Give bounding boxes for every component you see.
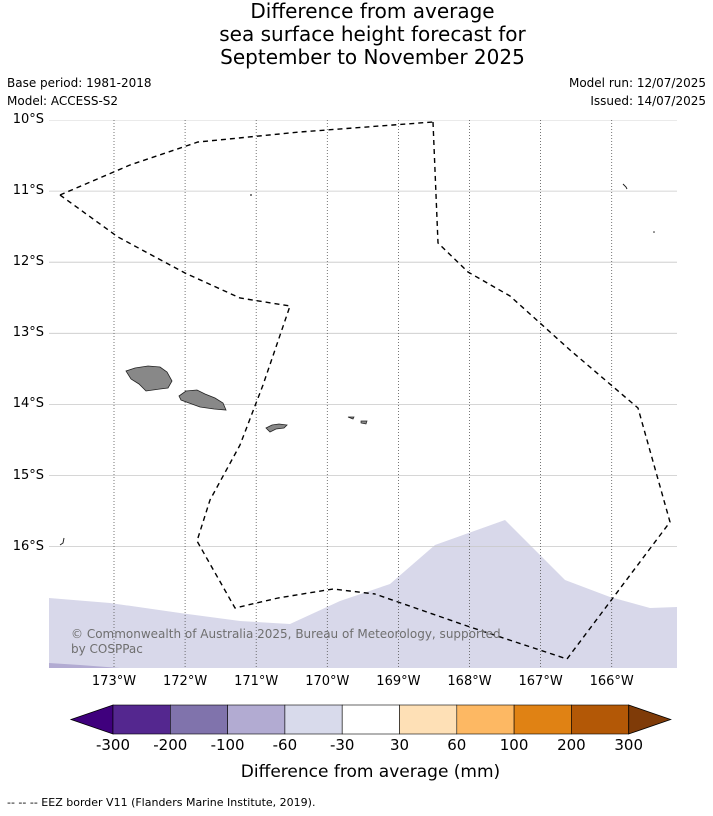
colorbar-tick-label: -30 [329, 736, 355, 754]
colorbar-tick-label: 60 [447, 736, 467, 754]
colorbar-swatch [170, 704, 228, 735]
lat-label: 16°S [12, 538, 44, 554]
islet-east [653, 231, 655, 233]
title-line-1: Difference from average [250, 0, 495, 23]
lat-label: 13°S [12, 325, 44, 341]
chart-title: Difference from average sea surface heig… [0, 0, 713, 69]
colorbar-swatch [399, 704, 458, 735]
upolu-island [178, 389, 227, 411]
colorbar-tick-label: 30 [389, 736, 410, 754]
islet-northeast [622, 183, 628, 190]
colorbar-swatch [227, 704, 286, 735]
islet-southwest [59, 537, 65, 546]
lat-label: 14°S [12, 396, 44, 412]
lon-label: 173°W [91, 674, 137, 689]
lon-label: 170°W [305, 674, 350, 689]
colorbar-arrow-high [628, 704, 672, 735]
colorbar-title: Difference from average (mm) [240, 762, 501, 782]
savaii-island [125, 365, 173, 392]
issued-date: Issued: 14/07/2025 [590, 94, 706, 108]
colorbar-swatch [513, 704, 572, 735]
colorbar-tick-label: 300 [614, 736, 643, 754]
islet-swains [250, 194, 252, 196]
tutuila-island [265, 423, 288, 433]
colorbar-swatch [456, 704, 515, 735]
base-period: Base period: 1981-2018 [7, 76, 152, 90]
eez-border-west [59, 194, 376, 609]
colorbar-swatch [284, 704, 343, 735]
anomaly-field-light [49, 520, 677, 668]
colorbar-tick-label: -300 [95, 736, 131, 754]
colorbar-arrow-low [69, 704, 114, 735]
colorbar-swatch [341, 704, 400, 735]
eez-footnote: -- -- -- EEZ border V11 (Flanders Marine… [7, 796, 316, 809]
lat-label: 15°S [12, 467, 44, 483]
model-run: Model run: 12/07/2025 [568, 76, 706, 90]
colorbar-tick-label: -60 [272, 736, 298, 754]
colorbar-tick-label: 100 [499, 736, 529, 754]
colorbar-tick-label: 200 [557, 736, 586, 754]
gridlines [49, 120, 677, 668]
ofu-island [347, 416, 355, 420]
lat-label: 12°S [12, 254, 44, 270]
meta-left: Base period: 1981-2018 Model: ACCESS-S2 [7, 74, 152, 110]
colorbar [69, 704, 672, 735]
title-line-2: sea surface height forecast for [219, 22, 526, 46]
map-area [49, 120, 677, 668]
lon-label: 167°W [518, 674, 563, 689]
eez-border-east [374, 121, 671, 660]
tau-island [360, 420, 368, 425]
title-line-3: September to November 2025 [220, 45, 525, 69]
lat-label: 11°S [12, 183, 44, 199]
meta-right: Model run: 12/07/2025 Issued: 14/07/2025 [569, 74, 706, 110]
copyright-notice: © Commonwealth of Australia 2025, Bureau… [71, 627, 501, 656]
lon-label: 169°W [376, 674, 421, 689]
lat-label: 10°S [12, 112, 44, 127]
colorbar-tick-label: -200 [153, 736, 188, 754]
colorbar-swatch [571, 704, 630, 735]
colorbar-swatch [112, 704, 171, 735]
lon-label: 168°W [447, 674, 492, 689]
colorbar-tick-label: -100 [210, 736, 245, 754]
lon-label: 166°W [589, 674, 634, 689]
lon-label: 171°W [234, 674, 279, 689]
anomaly-field-dark [49, 663, 120, 668]
eez-border-north [59, 121, 434, 196]
lon-label: 172°W [163, 674, 208, 689]
model-name: Model: ACCESS-S2 [7, 94, 119, 108]
